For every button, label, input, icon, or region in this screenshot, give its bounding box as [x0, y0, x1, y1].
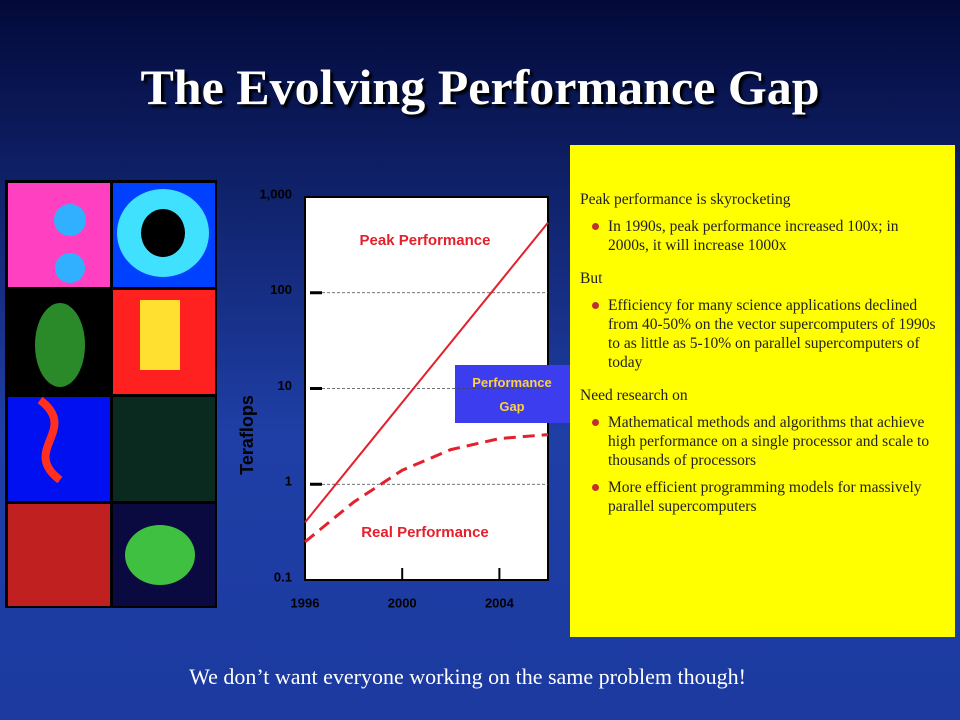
y-tick-label: 1	[285, 474, 292, 489]
y-tick-label: 1,000	[259, 186, 292, 201]
y-axis-label: Teraflops	[237, 395, 257, 475]
y-tick-label: 10	[278, 378, 292, 393]
gap-label: Performance Gap	[472, 375, 551, 414]
gap-box	[455, 365, 570, 423]
x-tick-label: 2004	[485, 595, 515, 610]
x-tick-label: 1996	[291, 595, 320, 610]
section: Peak performance is skyrocketing In 1990s…	[580, 190, 941, 255]
series-label: Peak Performance	[360, 232, 491, 249]
section-heading: Peak performance is skyrocketing	[580, 191, 791, 208]
bullet: In 1990s, peak performance increased 100…	[580, 217, 941, 255]
section-heading: Need research on	[580, 387, 688, 404]
bullet: Efficiency for many science applications…	[580, 296, 941, 372]
text-box: Peak performance is skyrocketing In 1990s…	[570, 145, 955, 637]
footer: We don’t want everyone working on the sa…	[189, 664, 746, 689]
x-tick-label: 2000	[388, 595, 417, 610]
image-collage	[5, 180, 217, 608]
bullet: More efficient programming models for ma…	[580, 478, 941, 516]
chart: Performance Gap Teraflops 0.1 1 10 100 1,000 1…	[5, 180, 570, 610]
bullet: Mathematical methods and algorithms that…	[580, 413, 941, 470]
y-tick-label: 0.1	[274, 569, 292, 584]
slide-title: The Evolving Performance Gap	[140, 59, 820, 115]
section: But Efficiency for many science applicati…	[580, 269, 941, 372]
series-line	[304, 221, 549, 523]
y-tick-label: 100	[270, 282, 292, 297]
section-heading: But	[580, 270, 603, 287]
series-line	[304, 433, 549, 544]
section: Need research on Mathematical methods and…	[580, 386, 941, 516]
series-label: Real Performance	[361, 524, 489, 541]
